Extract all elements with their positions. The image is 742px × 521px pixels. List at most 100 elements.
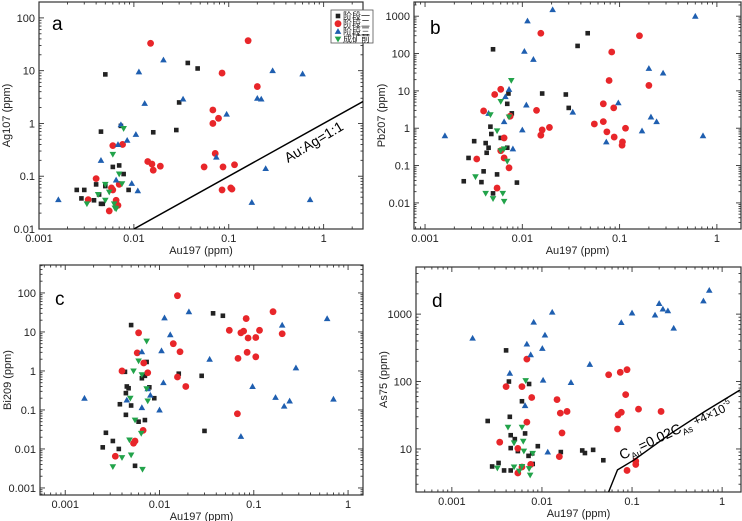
series-3 [441,6,707,152]
data-point [206,355,213,362]
series-4 [494,378,537,479]
x-tick-label: 0.01 [123,233,144,245]
data-point [489,464,495,469]
data-point [483,140,488,146]
y-axis-title: Bi209 (ppm) [2,350,14,410]
series-1 [74,60,200,207]
data-point [142,373,148,379]
x-tick-label: 0.01 [512,233,533,245]
x-tick-label: 1 [719,496,725,508]
x-tick-label: 0.01 [149,499,170,511]
data-point [218,186,226,194]
data-point [128,322,134,328]
data-point [481,169,486,174]
data-point [150,129,156,135]
data-point [522,431,528,436]
data-point [209,120,217,127]
data-point [558,429,566,437]
data-point [169,340,177,348]
data-point [521,402,529,409]
data-point [518,383,526,391]
panel-b: 0.001 0.01 0.1 1 0.01 0.1 1 10 100 1000 Au197 (ppm… [376,1,742,257]
data-point [160,56,167,63]
y-tick-label: 100 [17,13,35,25]
y-tick-label: 1 [404,123,410,135]
y-tick-label: 100 [394,377,412,389]
data-point [280,402,288,409]
legend-label: 阶段三 [343,25,370,36]
data-point [213,153,220,160]
data-point [123,396,131,403]
data-point [635,405,642,413]
ratio-line [133,100,363,229]
data-point [202,428,207,434]
data-points [81,292,337,473]
equation-part-sub2: As [681,424,695,438]
data-point [149,166,157,174]
data-point [567,379,575,385]
data-point [249,383,256,389]
data-point [147,391,154,398]
series-4 [83,126,127,213]
data-point [100,201,106,207]
data-point [79,196,84,201]
data-point [500,134,508,142]
data-point [219,163,227,171]
data-point [638,127,646,134]
data-point [549,6,556,13]
data-point [504,145,510,151]
data-point [123,390,129,396]
x-tick-label: 0.001 [25,233,53,245]
data-point [471,138,477,144]
data-point [141,100,148,106]
data-point [176,348,184,356]
y-tick-label: 0.01 [15,444,36,456]
data-point [244,334,252,342]
detection-curve [607,389,741,492]
data-point [144,398,152,405]
panel-letter: b [430,18,441,39]
data-point [210,311,216,316]
data-point [508,445,513,451]
data-point [179,95,187,102]
equation-part-end: +4×10 [691,401,728,428]
data-point [138,348,146,355]
data-point [500,198,508,205]
data-point [262,165,269,172]
data-point [526,453,531,459]
data-point [563,92,569,97]
data-point [653,118,660,125]
y-tick-label: 0.1 [21,405,36,417]
data-point [487,112,494,119]
data-point [147,39,154,47]
data-point [497,98,505,105]
data-point [176,100,182,105]
data-point [110,164,116,170]
data-point [330,395,337,402]
data-point [610,133,618,141]
legend-marker-triangle-up [334,28,342,34]
data-point [272,394,279,400]
data-point [323,315,331,322]
data-point [558,449,564,455]
data-point [501,468,507,473]
data-point [225,326,233,334]
data-point [599,118,607,126]
axis-ticks [415,266,741,492]
data-point [134,187,142,194]
data-point [200,163,208,171]
data-point [144,369,152,377]
data-point [174,127,179,133]
data-point [143,386,150,393]
data-point [504,101,510,107]
data-point [117,121,125,128]
data-point [109,151,117,158]
data-point [526,381,532,387]
data-point [126,437,133,444]
data-point [123,412,129,418]
data-point [647,113,655,120]
data-point [614,425,621,433]
x-tick-label: 0.001 [411,233,439,245]
data-point [114,141,122,147]
data-point [92,175,100,183]
